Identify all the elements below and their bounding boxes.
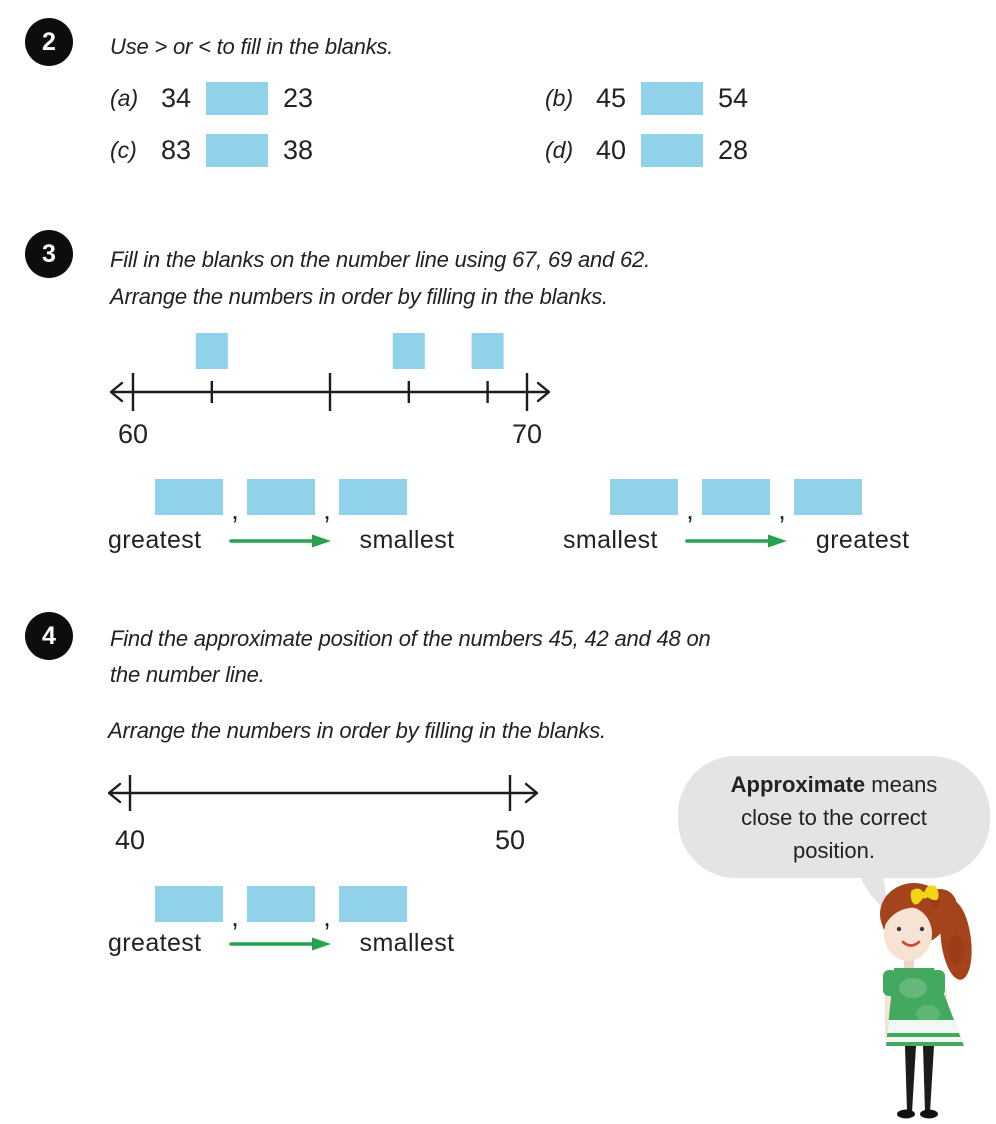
first-number: 34 — [160, 83, 192, 113]
question-2-badge: 2 — [25, 18, 73, 66]
answer-blank[interactable] — [641, 82, 703, 115]
dress-stripe — [886, 1020, 964, 1033]
number-line-blank-62[interactable] — [195, 333, 228, 369]
answer-blank[interactable] — [155, 886, 223, 922]
order-arrow-icon — [228, 534, 331, 547]
second-number: 38 — [282, 135, 314, 165]
item-label: (b) — [545, 85, 574, 111]
item-label: (d) — [545, 137, 574, 163]
number-line-60-70: 60 70 — [109, 333, 551, 449]
comma: , — [231, 902, 239, 932]
order-from-label: smallest — [563, 526, 658, 554]
girl-eyes — [896, 926, 925, 932]
comma: , — [686, 495, 694, 525]
instruction-line: Arrange the numbers in order by filling … — [110, 284, 608, 309]
girl-mouth — [901, 940, 921, 947]
arrowhead-left-icon — [107, 782, 122, 804]
answer-blank[interactable] — [339, 479, 407, 515]
answer-blank[interactable] — [247, 479, 315, 515]
girl-illustration — [880, 883, 972, 1119]
order-arrow-icon — [228, 937, 331, 950]
arrowhead-right-icon — [524, 782, 539, 804]
q4-order-blanks: , , — [155, 886, 407, 931]
dress-stripe — [886, 1037, 964, 1042]
order-from-label: greatest — [108, 526, 202, 554]
question-3-instruction: Fill in the blanks on the number line us… — [110, 241, 650, 315]
second-number: 23 — [282, 83, 314, 113]
q3-order-blanks-right: , , — [610, 479, 862, 524]
instruction-line: the number line. — [110, 662, 265, 687]
comparison-item-d: (d) 40 28 — [545, 134, 751, 167]
speech-line: position. — [793, 837, 875, 863]
girl-dress — [883, 968, 964, 1046]
comparison-item-c: (c) 83 38 — [110, 134, 316, 167]
answer-blank[interactable] — [155, 479, 223, 515]
axis-label-50: 50 — [495, 825, 525, 855]
number-line-blank-69[interactable] — [471, 333, 504, 369]
question-2-instruction: Use > or < to fill in the blanks. — [110, 34, 394, 59]
speech-bubble-tail — [856, 860, 888, 912]
speech-line: Approximate means — [730, 771, 938, 797]
second-number: 28 — [717, 135, 749, 165]
comma: , — [323, 902, 331, 932]
number-line-40-50: 40 50 — [107, 775, 539, 855]
item-label: (a) — [110, 85, 139, 111]
girl-fringe — [882, 892, 936, 930]
axis-label-40: 40 — [115, 825, 145, 855]
arrowhead-left-icon — [109, 381, 124, 403]
answer-blank[interactable] — [339, 886, 407, 922]
comma: , — [231, 495, 239, 525]
question-4-badge: 4 — [25, 612, 73, 660]
comma: , — [778, 495, 786, 525]
question-4-instruction: Find the approximate position of the num… — [110, 621, 711, 693]
comparison-item-a: (a) 34 23 — [110, 82, 316, 115]
girl-legs — [897, 1046, 938, 1119]
answer-blank[interactable] — [206, 82, 268, 115]
question-3-badge: 3 — [25, 230, 73, 278]
hair-bow — [910, 885, 939, 905]
number-line-blank-67[interactable] — [392, 333, 425, 369]
axis-label-60: 60 — [118, 419, 148, 449]
answer-blank[interactable] — [641, 134, 703, 167]
order-from-label: greatest — [108, 929, 202, 957]
instruction-line: Fill in the blanks on the number line us… — [110, 247, 650, 272]
speech-line: close to the correct — [741, 804, 927, 830]
q3-order-blanks-left: , , — [155, 479, 407, 524]
comparison-item-b: (b) 45 54 — [545, 82, 751, 115]
q4-order-labels: greatest smallest — [108, 929, 454, 958]
second-number: 54 — [717, 83, 749, 113]
instruction-line: Find the approximate position of the num… — [110, 626, 711, 651]
axis-label-70: 70 — [512, 419, 542, 449]
question-4-arrange-instruction: Arrange the numbers in order by filling … — [108, 718, 606, 743]
q3-order-labels-left: greatest smallest — [108, 526, 454, 555]
comma: , — [323, 495, 331, 525]
girl-neck — [904, 952, 914, 972]
first-number: 45 — [595, 83, 627, 113]
arrowhead-right-icon — [536, 381, 551, 403]
answer-blank[interactable] — [206, 134, 268, 167]
order-to-label: smallest — [359, 526, 455, 554]
answer-blank[interactable] — [247, 886, 315, 922]
order-arrow-icon — [685, 534, 787, 547]
q3-order-labels-right: smallest greatest — [563, 526, 909, 555]
order-to-label: greatest — [815, 526, 910, 554]
answer-blank[interactable] — [702, 479, 770, 515]
item-label: (c) — [110, 137, 137, 163]
girl-face — [884, 907, 932, 961]
answer-blank[interactable] — [610, 479, 678, 515]
first-number: 83 — [160, 135, 192, 165]
answer-blank[interactable] — [794, 479, 862, 515]
speech-bubble: Approximate means close to the correct p… — [678, 756, 990, 878]
order-to-label: smallest — [359, 929, 455, 957]
first-number: 40 — [595, 135, 627, 165]
